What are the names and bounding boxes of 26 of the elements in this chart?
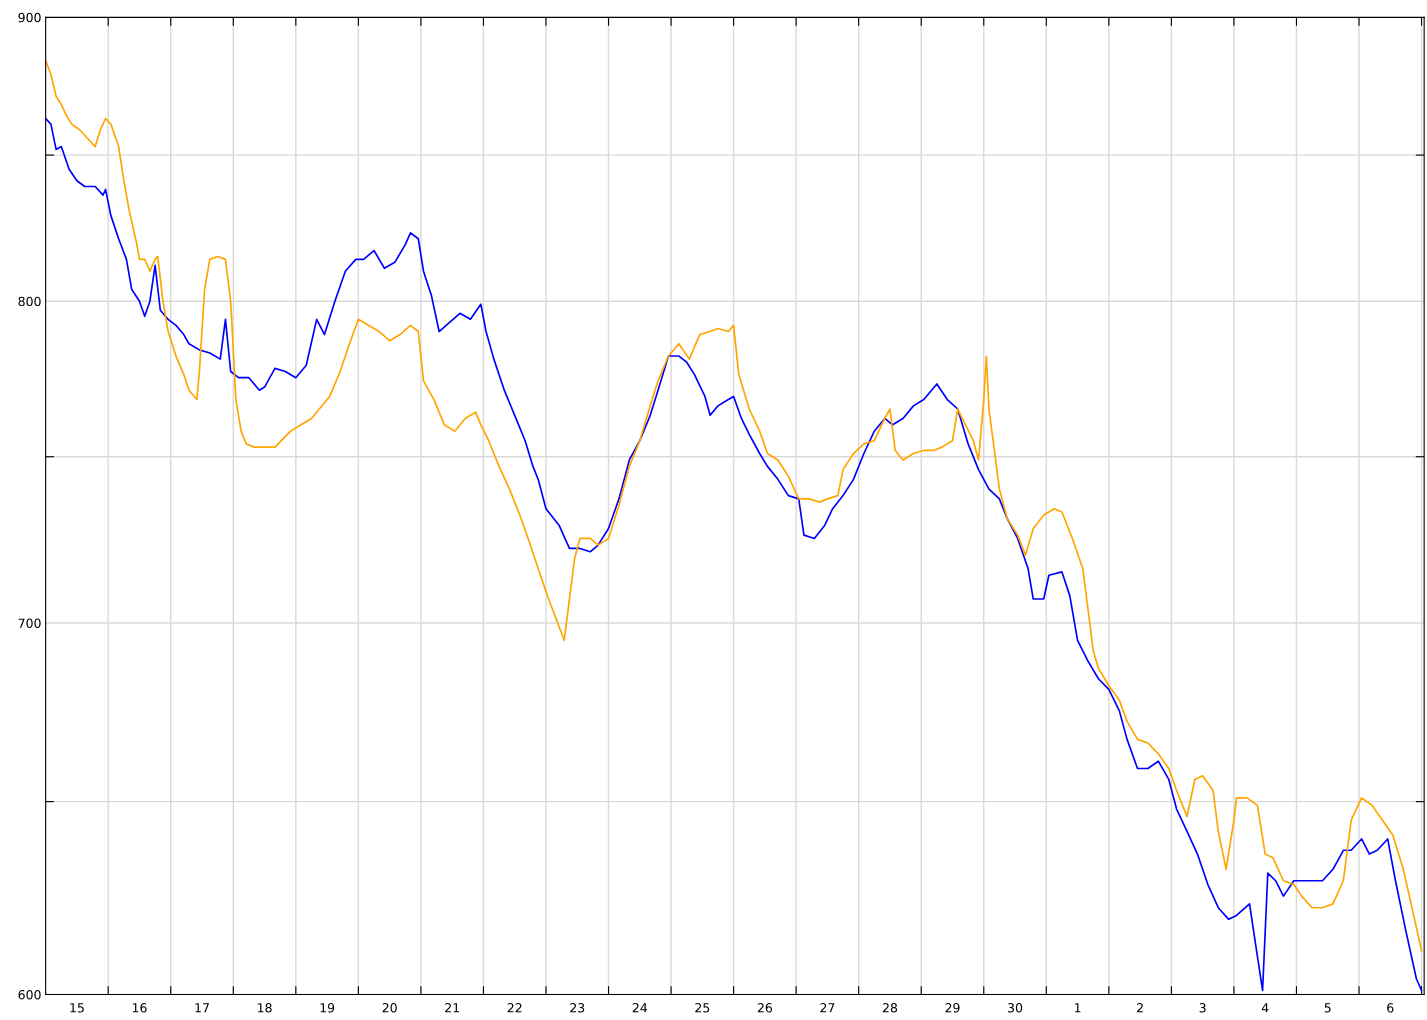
- x-tick-label: 16: [132, 1003, 147, 1013]
- x-tick-label: 27: [820, 1003, 835, 1013]
- x-tick-label: 30: [1008, 1003, 1023, 1013]
- x-tick-label: 5: [1324, 1003, 1331, 1013]
- x-tick-label: 24: [632, 1003, 648, 1013]
- y-tick-label: 700: [18, 618, 41, 628]
- x-tick-label: 22: [507, 1003, 522, 1013]
- x-tick-label: 17: [195, 1003, 209, 1013]
- x-tick-label: 2: [1137, 1003, 1143, 1013]
- x-tick-label: 18: [257, 1003, 272, 1013]
- x-tick-label: 19: [320, 1003, 335, 1013]
- x-tick-label: 4: [1261, 1003, 1269, 1013]
- y-tick-label: 600: [18, 989, 41, 1000]
- x-tick-label: 23: [570, 1003, 585, 1013]
- x-tick-label: 25: [695, 1003, 710, 1013]
- x-tick-label: 6: [1387, 1003, 1394, 1013]
- y-tick-label: 900: [18, 12, 41, 23]
- x-tick-label: 28: [882, 1003, 898, 1013]
- x-tick-label: 21: [445, 1003, 459, 1013]
- x-tick-label: 3: [1199, 1003, 1206, 1013]
- x-tick-label: 29: [945, 1003, 960, 1013]
- x-tick-label: 26: [757, 1003, 773, 1013]
- x-tick-label: 1: [1074, 1003, 1081, 1013]
- x-tick-label: 15: [70, 1003, 84, 1013]
- x-tick-label: 20: [382, 1003, 397, 1013]
- y-tick-label: 800: [18, 296, 41, 307]
